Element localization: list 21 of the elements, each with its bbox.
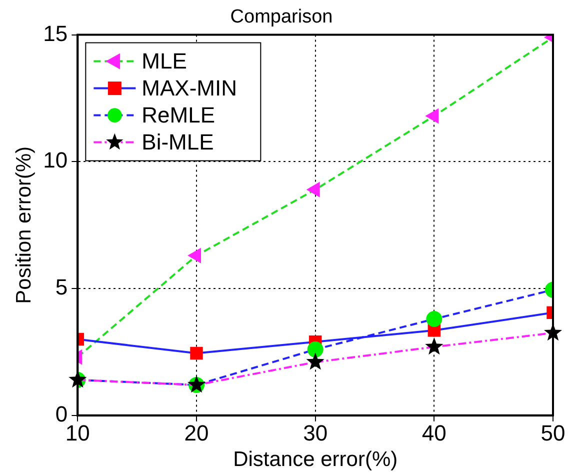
point: [425, 108, 439, 124]
y-tick-label: 5: [55, 274, 68, 300]
y-tick-label: 10: [43, 148, 68, 173]
x-tick-label: 50: [540, 420, 566, 446]
x-axis-title: Distance error(%): [233, 448, 398, 472]
y-tick-label: 15: [43, 20, 68, 46]
legend-label: Bi-MLE: [142, 129, 214, 154]
y-tick-label: 0: [55, 401, 68, 426]
point: [425, 337, 444, 355]
y-axis-title: Position error(%): [12, 146, 36, 304]
chart-title: Comparison: [230, 6, 333, 28]
point: [306, 352, 324, 370]
point: [190, 346, 203, 360]
x-tick-label: 20: [184, 420, 209, 446]
point: [426, 310, 442, 327]
legend-label: ReMLE: [142, 102, 216, 128]
x-tick-label: 40: [422, 420, 446, 446]
point: [307, 341, 324, 358]
legend-label: MLE: [142, 48, 187, 74]
legend-label: MAX-MIN: [142, 75, 237, 100]
x-tick-label: 30: [303, 420, 328, 446]
